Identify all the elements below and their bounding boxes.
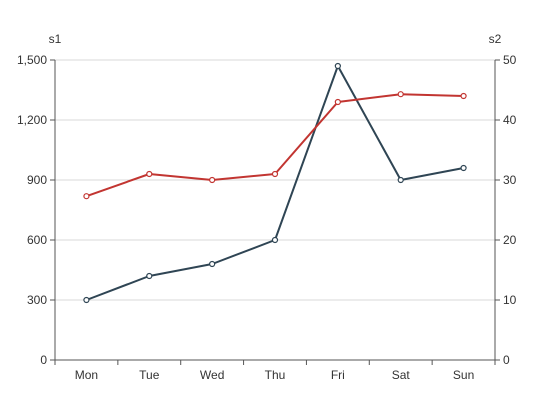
left-axis-tick-label: 1,500 xyxy=(17,53,47,67)
series-1-point xyxy=(460,164,467,172)
series-1-point xyxy=(83,296,90,304)
right-axis-tick-label: 0 xyxy=(503,353,510,367)
x-axis-tick-label: Sun xyxy=(453,368,474,382)
series-2-point xyxy=(146,170,153,178)
series-2-point xyxy=(271,170,279,178)
series-2-point xyxy=(397,91,404,98)
right-axis-tick-label: 20 xyxy=(503,233,517,247)
series-line-1 xyxy=(86,65,464,301)
series-line-2 xyxy=(86,93,464,198)
series-1-point xyxy=(209,260,216,268)
series-2-point xyxy=(460,92,467,100)
series-2-point xyxy=(334,98,341,106)
x-axis-tick-label: Fri xyxy=(331,368,345,382)
gridlines xyxy=(55,59,495,301)
axes: 0 300 600 900 1,200 1,500 0 10 20 30 40 50 Mon Tue Wed… xyxy=(17,53,517,382)
series-layer xyxy=(83,62,467,304)
series-1-point xyxy=(146,272,153,280)
series-1-point xyxy=(334,62,341,70)
left-axis-tick-label: 300 xyxy=(27,293,47,307)
series-2-point xyxy=(209,176,216,184)
right-axis-label: s2 xyxy=(489,32,502,46)
x-axis-tick-label: Sat xyxy=(392,368,411,382)
left-axis-tick-label: 900 xyxy=(27,173,47,187)
right-axis-tick-label: 40 xyxy=(503,113,517,127)
series-1-point xyxy=(271,236,279,244)
x-axis-tick-label: Wed xyxy=(200,368,224,382)
right-axis-tick-label: 30 xyxy=(503,173,517,187)
left-axis-tick-label: 0 xyxy=(40,353,47,367)
left-axis-tick-label: 1,200 xyxy=(17,113,47,127)
series-2-point xyxy=(83,193,90,200)
right-axis-tick-label: 10 xyxy=(503,293,517,307)
left-axis-tick-label: 600 xyxy=(27,233,47,247)
right-axis-tick-label: 50 xyxy=(503,53,517,67)
x-axis-tick-label: Tue xyxy=(139,368,160,382)
series-1-point xyxy=(397,176,404,184)
x-axis-tick-label: Thu xyxy=(265,368,286,382)
left-axis-label: s1 xyxy=(49,32,62,46)
x-axis-tick-label: Mon xyxy=(75,368,98,382)
